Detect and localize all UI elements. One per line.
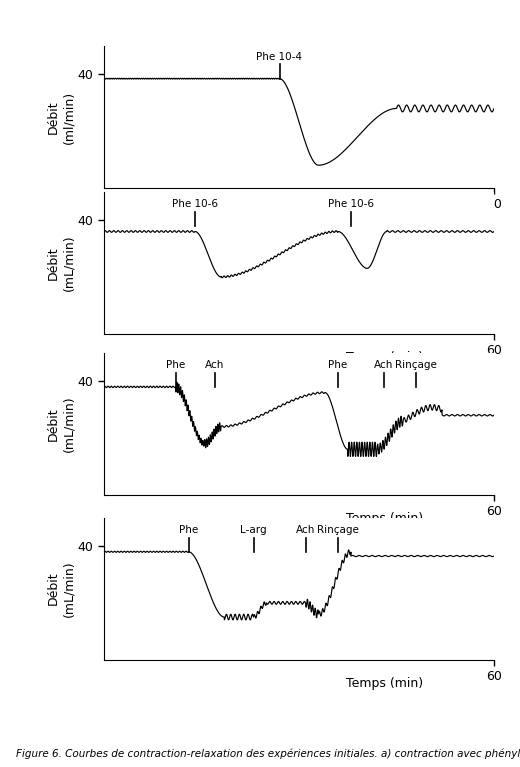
- Y-axis label: Débit
(mL/min): Débit (mL/min): [47, 235, 75, 291]
- Y-axis label: Débit
(mL/min): Débit (mL/min): [47, 396, 75, 452]
- Text: Temps (min): Temps (min): [346, 512, 423, 525]
- Text: L-arg: L-arg: [240, 525, 267, 535]
- Text: Ach: Ach: [205, 360, 224, 370]
- Text: Ach: Ach: [374, 360, 393, 370]
- Text: Phe: Phe: [166, 360, 185, 370]
- Text: Rinçage: Rinçage: [317, 525, 359, 535]
- Text: Phe 10-6: Phe 10-6: [328, 199, 374, 209]
- Y-axis label: Débit
(mL/min): Débit (mL/min): [47, 561, 75, 617]
- Text: Ach: Ach: [296, 525, 315, 535]
- Text: Phe: Phe: [328, 360, 348, 370]
- Text: Figure 6. Courbes de contraction-relaxation des expériences initiales. a) contra: Figure 6. Courbes de contraction-relaxat…: [16, 749, 520, 759]
- Text: Phe 10-6: Phe 10-6: [172, 199, 218, 209]
- Text: Phe: Phe: [179, 525, 198, 535]
- Text: Phe 10-4: Phe 10-4: [256, 51, 303, 61]
- Text: Temps (min): Temps (min): [346, 351, 423, 364]
- Text: Rinçage: Rinçage: [395, 360, 437, 370]
- Text: Temps (min): Temps (min): [346, 676, 423, 690]
- Text: Temps (min): Temps (min): [346, 205, 423, 218]
- Y-axis label: Débit
(ml/min): Débit (ml/min): [47, 91, 75, 143]
